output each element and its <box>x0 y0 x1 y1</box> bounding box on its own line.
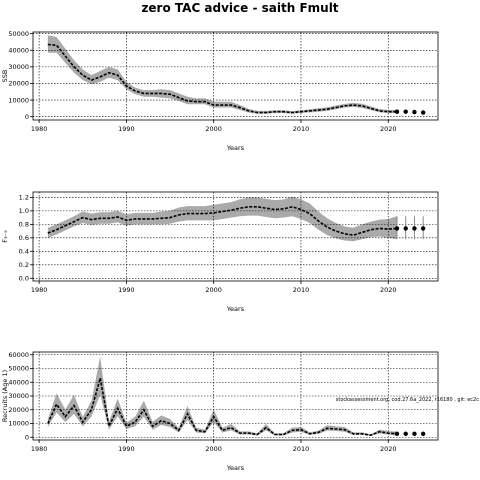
y-tick-label: 20000 <box>8 80 29 88</box>
x-tick-label: 1980 <box>31 445 48 453</box>
y-tick-label: 40000 <box>8 378 29 386</box>
forecast-point <box>394 226 400 231</box>
y-tick-label: 0 <box>25 433 29 441</box>
estimate-line <box>47 206 398 236</box>
figure-title: zero TAC advice - saith Fmult <box>141 1 338 15</box>
plot-frame <box>32 31 439 121</box>
x-tick-label: 1980 <box>31 125 48 133</box>
x-tick-label: 1990 <box>118 286 135 294</box>
forecast-point <box>403 431 408 437</box>
y-tick-label: 50000 <box>8 365 29 373</box>
y-tick-label: 30000 <box>8 392 29 400</box>
estimate-line <box>47 377 398 437</box>
forecast-point <box>403 226 408 231</box>
x-tick-label: 2000 <box>205 445 222 453</box>
y-tick-label: 60000 <box>8 351 29 359</box>
x-tick-label: 1980 <box>31 286 48 294</box>
x-tick-label: 2000 <box>205 286 222 294</box>
y-axis-label: SSB <box>1 70 9 83</box>
plot-frame <box>32 191 439 282</box>
y-tick-label: 10000 <box>8 420 29 428</box>
y-tick-label: 20000 <box>8 406 29 414</box>
x-axis-label: Years <box>226 464 245 472</box>
y-tick-label: 30000 <box>8 63 29 71</box>
y-axis-label: Recruits (Age 1) <box>1 370 9 422</box>
y-tick-label: 0.0 <box>19 275 29 283</box>
y-tick-label: 0 <box>25 113 29 121</box>
recruits-panel: 0 10000 20000 30000 40000 50000 60000 1980 1990 2… <box>1 351 479 472</box>
x-axis-label: Years <box>226 305 245 313</box>
y-tick-label: 0.4 <box>19 248 29 256</box>
f-panel: 0.0 0.2 0.4 0.6 0.8 1.0 1.2 1980 1990 2000 2010 202… <box>1 191 439 313</box>
forecast-point <box>420 226 426 231</box>
forecast-point <box>412 109 417 115</box>
y-tick-label: 1.2 <box>19 194 29 202</box>
y-tick-label: 0.2 <box>19 261 29 269</box>
y-axis-label: F₃₋₅ <box>1 230 9 243</box>
forecast-point <box>420 431 426 437</box>
estimate-line <box>47 43 397 114</box>
x-tick-label: 1990 <box>118 445 135 453</box>
x-tick-label: 2020 <box>380 286 397 294</box>
y-tick-label: 10000 <box>8 96 29 104</box>
x-tick-label: 2000 <box>205 125 222 133</box>
forecast-point <box>394 109 400 114</box>
footnote: stockassessment.org, cod.27.6a_2022, r16… <box>336 397 479 403</box>
forecast-point <box>403 109 408 114</box>
y-tick-label: 0.8 <box>19 221 29 229</box>
x-axis-label: Years <box>226 144 245 152</box>
confidence-band <box>47 35 397 114</box>
x-tick-label: 2010 <box>293 286 310 294</box>
forecast-point <box>412 431 417 437</box>
x-tick-label: 2010 <box>293 125 310 133</box>
y-tick-label: 50000 <box>8 30 29 38</box>
forecast-point <box>394 431 400 437</box>
forecast-point <box>412 226 417 231</box>
x-tick-label: 2020 <box>380 445 397 453</box>
y-tick-label: 40000 <box>8 46 29 54</box>
y-tick-label: 1.0 <box>19 207 29 215</box>
confidence-band <box>47 196 397 242</box>
x-tick-label: 2010 <box>293 445 310 453</box>
y-tick-label: 0.6 <box>19 234 29 242</box>
ssb-panel: 0 10000 20000 30000 40000 50000 1980 1990 2000 20… <box>1 30 439 152</box>
x-tick-label: 2020 <box>380 125 397 133</box>
forecast-point <box>420 110 426 115</box>
x-tick-label: 1990 <box>118 125 135 133</box>
